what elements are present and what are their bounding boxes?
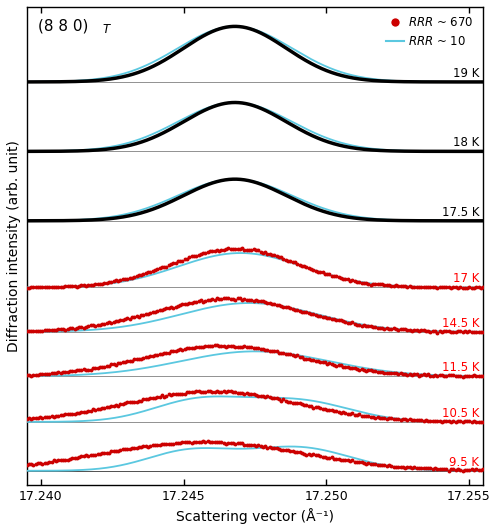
X-axis label: Scattering vector (Å⁻¹): Scattering vector (Å⁻¹) bbox=[176, 508, 334, 524]
Text: 17 K: 17 K bbox=[452, 272, 479, 285]
Text: 10.5 K: 10.5 K bbox=[442, 407, 479, 419]
Legend: $\mathit{RRR}$ ~ 670, $\mathit{RRR}$ ~ 10: $\mathit{RRR}$ ~ 670, $\mathit{RRR}$ ~ 1… bbox=[382, 13, 478, 52]
Text: 14.5 K: 14.5 K bbox=[442, 316, 479, 330]
Text: (8 8 0): (8 8 0) bbox=[38, 19, 88, 34]
Text: 18 K: 18 K bbox=[453, 136, 479, 149]
Y-axis label: Diffraction intensity (arb. unit): Diffraction intensity (arb. unit) bbox=[7, 140, 21, 352]
Text: 17.5 K: 17.5 K bbox=[442, 205, 479, 219]
Text: T: T bbox=[103, 23, 110, 36]
Text: 19 K: 19 K bbox=[452, 67, 479, 80]
Text: 11.5 K: 11.5 K bbox=[442, 361, 479, 374]
Text: 9.5 K: 9.5 K bbox=[449, 456, 479, 468]
